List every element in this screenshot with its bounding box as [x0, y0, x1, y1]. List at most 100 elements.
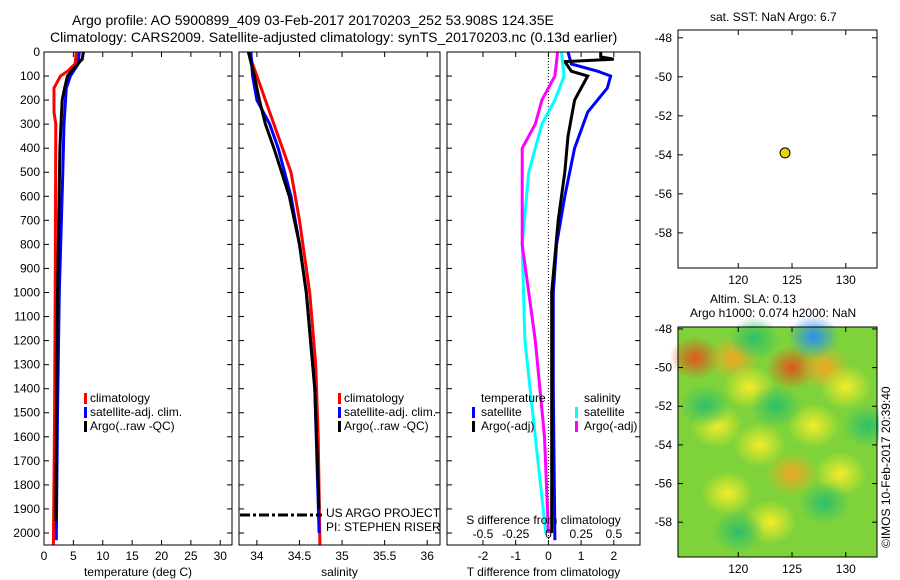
x-tick-label: 30: [214, 549, 228, 563]
x2-tick-label: 0.25: [569, 527, 593, 541]
x2-tick-label: -0.25: [502, 527, 530, 541]
y-tick-label: 1100: [14, 310, 40, 324]
legend-label: climatology: [90, 391, 150, 405]
sla-blob: [679, 384, 732, 429]
legend-swatch: [84, 393, 87, 404]
y-tick-label: 200: [20, 93, 40, 107]
x-tick-label: 0: [41, 549, 48, 563]
legend-swatch: [338, 393, 341, 404]
x-tick-label: 130: [836, 562, 856, 576]
y-tick-label: -52: [655, 399, 673, 413]
y-tick-label: 600: [20, 189, 40, 203]
credit: ©IMOS 10-Feb-2017 20:39:40: [879, 386, 893, 548]
project-line-2: PI: STEPHEN RISER: [326, 520, 441, 534]
legend-swatch: [338, 421, 341, 432]
legend-label: climatology: [344, 391, 404, 405]
x-axis-label: salinity: [321, 565, 358, 579]
legend-swatch: [472, 421, 475, 432]
x-tick-label: 10: [96, 549, 110, 563]
sla-blob: [787, 403, 840, 448]
y-tick-label: 1600: [13, 430, 40, 444]
series-line-diff-2: [520, 51, 566, 534]
legend-swatch: [575, 421, 578, 432]
y-tick-label: -50: [655, 361, 673, 375]
sla-blob: [669, 335, 722, 380]
sla-blob: [766, 451, 819, 496]
title-line-2: Climatology: CARS2009. Satellite-adjuste…: [50, 29, 618, 45]
y-tick-label: -56: [655, 187, 673, 201]
sla-blob: [798, 480, 851, 525]
y-tick-label: 1200: [13, 334, 40, 348]
legend-label: satellite-adj. clim.: [344, 405, 436, 419]
legend-label: Argo(-adj): [481, 419, 534, 433]
y-tick-label: 0: [33, 45, 40, 59]
sst-title: sat. SST: NaN Argo: 6.7: [710, 10, 837, 24]
y-tick-label: -58: [655, 226, 673, 240]
sal-frame: [238, 51, 441, 546]
x-tick-label: 25: [184, 549, 198, 563]
y-tick-label: 900: [20, 261, 40, 275]
argo-position-dot: [779, 147, 791, 159]
temp-frame: [43, 51, 233, 546]
x2-tick-label: 0: [545, 527, 552, 541]
sla-blob: [712, 509, 765, 554]
y-tick-label: -50: [655, 70, 673, 84]
y-tick-label: -56: [655, 477, 673, 491]
x-tick-label: 120: [728, 562, 748, 576]
series-line-diff-3: [520, 51, 560, 534]
y-tick-label: 1400: [13, 382, 40, 396]
x-tick-label: -2: [478, 549, 489, 563]
x2-axis-label: S difference from climatology: [466, 513, 621, 527]
x-tick-label: 125: [782, 273, 802, 287]
legend-swatch: [84, 421, 87, 432]
y-tick-label: -52: [655, 109, 673, 123]
series-line-sal-0: [246, 51, 322, 546]
x-axis-label: temperature (deg C): [84, 565, 192, 579]
y-tick-label: 1500: [13, 406, 40, 420]
x2-tick-label: 0.5: [605, 527, 622, 541]
x-tick-label: 36: [421, 549, 435, 563]
y-tick-label: 1800: [13, 478, 40, 492]
sla-blob: [733, 422, 786, 467]
series-line-diff-0: [551, 51, 613, 541]
series-line-temp-0: [51, 51, 78, 546]
legend-header: temperature: [481, 391, 546, 405]
legend-label: satellite: [481, 405, 522, 419]
sstmap-frame: [677, 29, 878, 269]
x-tick-label: 20: [155, 549, 169, 563]
project-line-1: US ARGO PROJECT: [326, 506, 441, 520]
series-line-temp-2: [54, 51, 85, 522]
y-tick-label: 500: [20, 165, 40, 179]
sla-title-1: Altim. SLA: 0.13: [710, 292, 797, 306]
x-axis-label: T difference from climatology: [467, 565, 621, 579]
y-tick-label: 300: [20, 117, 40, 131]
y-tick-label: -58: [655, 515, 673, 529]
y-tick-label: 400: [20, 141, 40, 155]
y-tick-label: -48: [655, 31, 673, 45]
x-tick-label: 130: [836, 273, 856, 287]
x-tick-label: 15: [125, 549, 139, 563]
slamap-frame: [677, 326, 878, 558]
y-tick-label: -48: [655, 322, 673, 336]
legend-swatch: [472, 407, 475, 418]
legend-label: Argo(..raw -QC): [344, 419, 429, 433]
sla-blob: [787, 314, 840, 359]
sla-blob: [819, 364, 872, 409]
y-tick-label: 1900: [13, 502, 40, 516]
legend-label: Argo(-adj): [584, 419, 637, 433]
x-tick-label: 5: [70, 549, 77, 563]
y-tick-label: 1300: [13, 358, 40, 372]
y-tick-label: 2000: [13, 526, 40, 540]
x-tick-label: 125: [782, 562, 802, 576]
sla-blob: [749, 384, 802, 429]
title-line-1: Argo profile: AO 5900899_409 03-Feb-2017…: [72, 12, 554, 28]
y-tick-label: 1000: [13, 285, 40, 299]
x-tick-label: 0: [545, 549, 552, 563]
legend-swatch: [575, 407, 578, 418]
sla-blob: [728, 316, 781, 361]
x-tick-label: 34.5: [288, 549, 312, 563]
y-tick-label: 100: [20, 69, 40, 83]
legend-header: salinity: [584, 391, 621, 405]
series-line-sal-2: [246, 51, 321, 509]
